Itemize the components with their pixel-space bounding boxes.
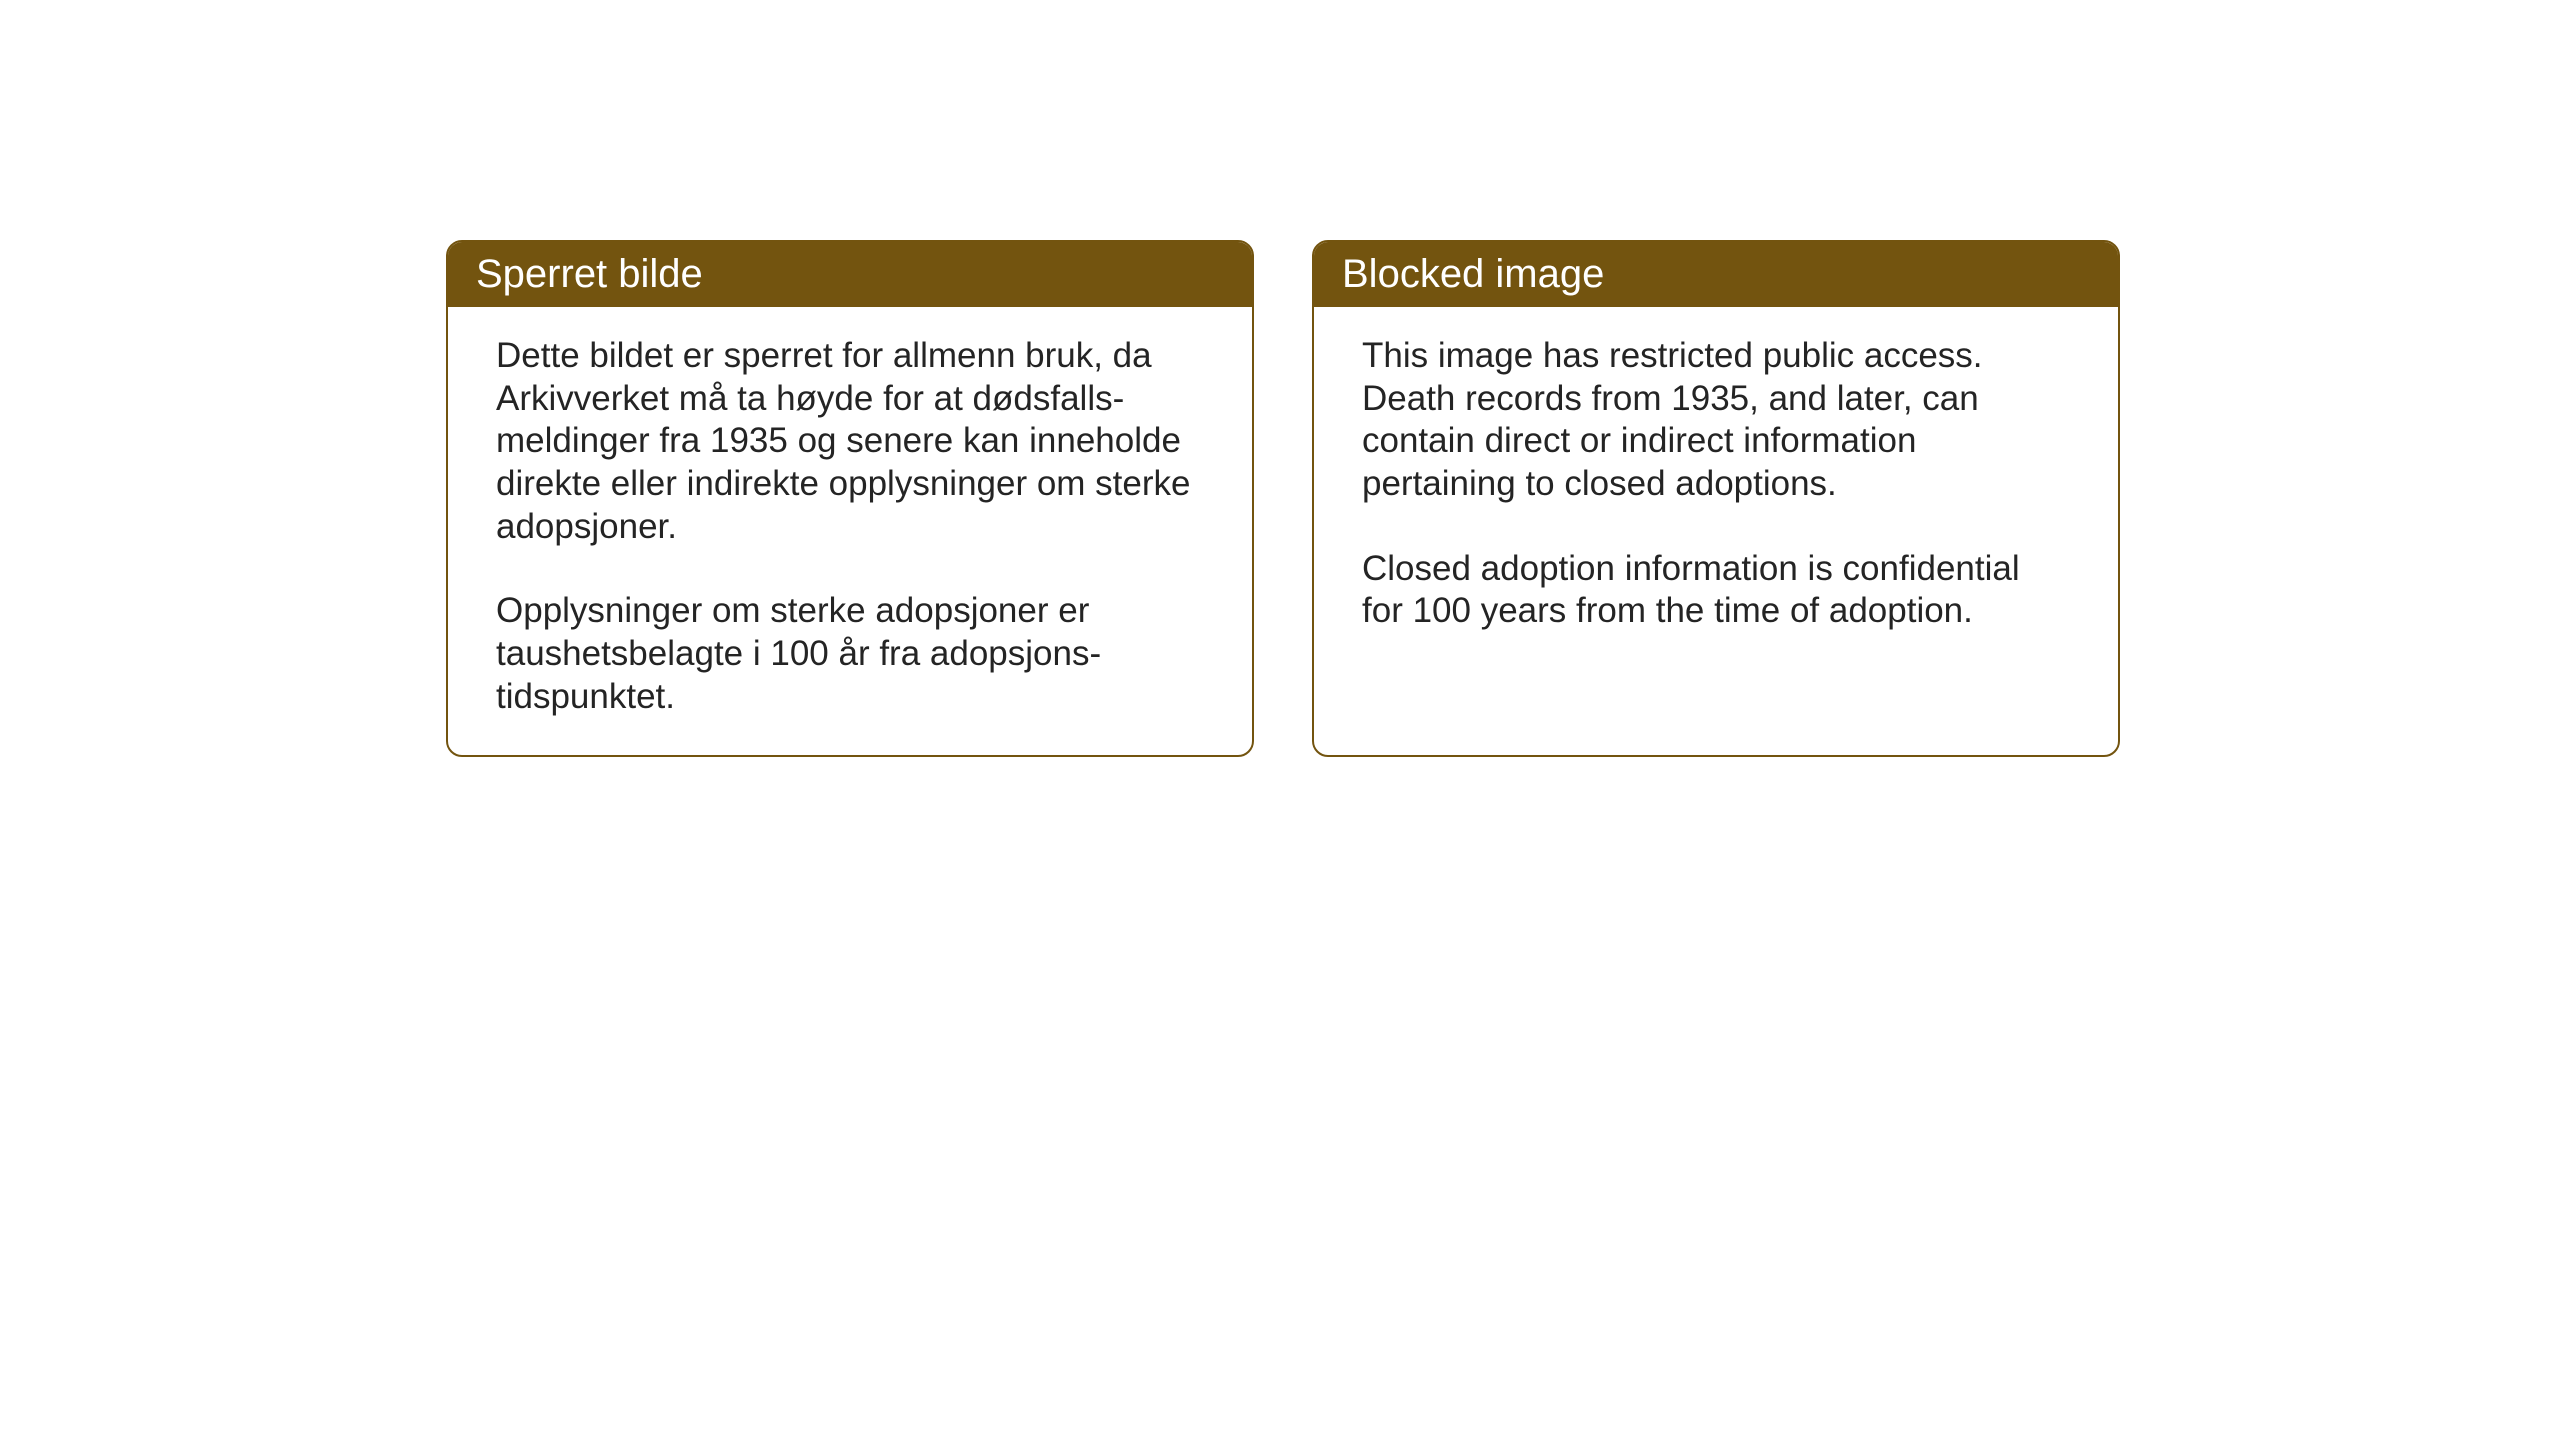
notice-cards-container: Sperret bilde Dette bildet er sperret fo…: [446, 240, 2120, 757]
notice-card-english: Blocked image This image has restricted …: [1312, 240, 2120, 757]
card-paragraph-norwegian-2: Opplysninger om sterke adopsjoner er tau…: [496, 590, 1204, 718]
card-header-english: Blocked image: [1314, 242, 2118, 307]
notice-card-norwegian: Sperret bilde Dette bildet er sperret fo…: [446, 240, 1254, 757]
card-header-norwegian: Sperret bilde: [448, 242, 1252, 307]
card-paragraph-english-1: This image has restricted public access.…: [1362, 335, 2070, 506]
card-body-english: This image has restricted public access.…: [1314, 307, 2118, 711]
card-paragraph-english-2: Closed adoption information is confident…: [1362, 548, 2070, 633]
card-body-norwegian: Dette bildet er sperret for allmenn bruk…: [448, 307, 1252, 755]
card-paragraph-norwegian-1: Dette bildet er sperret for allmenn bruk…: [496, 335, 1204, 548]
